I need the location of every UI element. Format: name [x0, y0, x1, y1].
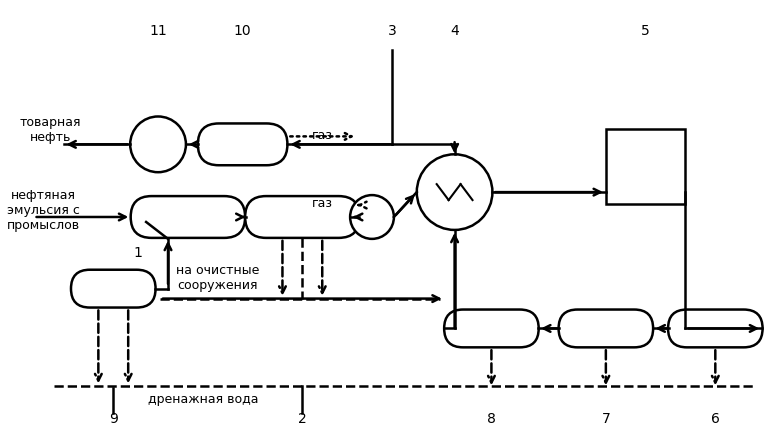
Circle shape	[350, 196, 394, 240]
Text: 8: 8	[487, 411, 496, 425]
Text: дренажная вода: дренажная вода	[147, 392, 258, 405]
Text: 5: 5	[641, 24, 650, 38]
FancyBboxPatch shape	[198, 124, 287, 166]
Text: 3: 3	[388, 24, 396, 38]
Bar	[606, 130, 686, 205]
FancyBboxPatch shape	[131, 197, 245, 238]
Text: на очистные
сооружения: на очистные сооружения	[176, 263, 260, 291]
Text: товарная
нефть: товарная нефть	[20, 116, 81, 144]
Text: 10: 10	[234, 24, 251, 38]
Text: 11: 11	[149, 24, 167, 38]
FancyBboxPatch shape	[444, 310, 539, 347]
Circle shape	[417, 155, 492, 230]
Text: нефтяная
эмульсия с
промыслов: нефтяная эмульсия с промыслов	[7, 188, 80, 231]
FancyBboxPatch shape	[245, 197, 360, 238]
Text: 2: 2	[298, 411, 307, 425]
Circle shape	[130, 117, 186, 173]
Text: газ: газ	[312, 129, 333, 141]
FancyBboxPatch shape	[668, 310, 763, 347]
Text: 7: 7	[601, 411, 610, 425]
Text: газ: газ	[312, 196, 333, 209]
Text: 1: 1	[133, 245, 143, 259]
Text: 9: 9	[109, 411, 118, 425]
Text: 4: 4	[450, 24, 459, 38]
FancyBboxPatch shape	[71, 270, 155, 308]
Text: 6: 6	[711, 411, 720, 425]
FancyBboxPatch shape	[558, 310, 653, 347]
